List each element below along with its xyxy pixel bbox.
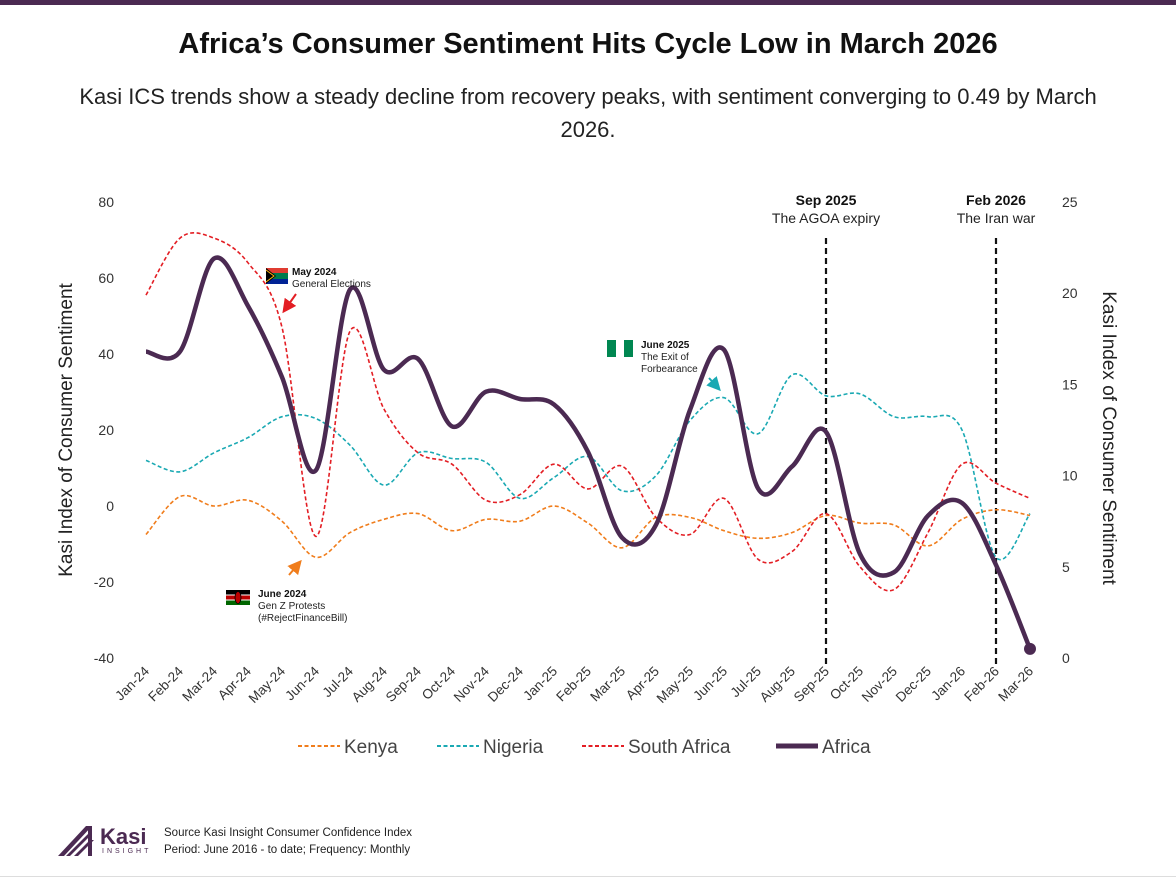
- x-tick-label: Mar-24: [179, 663, 220, 704]
- x-tick-label: Dec-24: [485, 663, 527, 705]
- annotation-text: The Exit of: [641, 352, 689, 363]
- left-axis: -40 -20 0 20 40 60 80: [94, 194, 114, 666]
- x-tick-label: Aug-24: [349, 663, 391, 705]
- annotation-text: (#RejectFinanceBill): [258, 613, 347, 624]
- annotation-title: June 2025: [641, 340, 690, 351]
- annotation-text: Gen Z Protests: [258, 601, 325, 612]
- legend-label: Kenya: [344, 737, 398, 758]
- y-tick-label: 80: [98, 194, 114, 210]
- y2-tick-label: 20: [1062, 285, 1078, 301]
- x-tick-label: Mar-25: [587, 664, 628, 705]
- x-tick-label: Feb-25: [553, 664, 594, 705]
- x-tick-label: Mar-26: [995, 664, 1036, 705]
- series-line-africa: [145, 255, 1033, 650]
- annotation-arrow: [706, 376, 721, 392]
- bottom-divider: [0, 876, 1176, 877]
- brand-name: Kasi: [100, 824, 147, 849]
- event-label: The Iran war: [957, 210, 1036, 226]
- series-layer: [145, 232, 1036, 655]
- y-tick-label: -40: [94, 650, 114, 666]
- annotation-june-2025: June 2025 The Exit of Forbearance: [607, 340, 721, 392]
- y2-tick-label: 0: [1062, 650, 1070, 666]
- kasi-logo-icon: [58, 826, 94, 856]
- chart-title: Africa’s Consumer Sentiment Hits Cycle L…: [178, 28, 998, 60]
- right-axis: 0 5 10 15 20 25: [1062, 194, 1078, 666]
- source-line: Source Kasi Insight Consumer Confidence …: [164, 827, 413, 839]
- annotation-text: Forbearance: [641, 364, 698, 375]
- legend-label: Nigeria: [483, 737, 544, 758]
- top-accent-bar: [0, 0, 1176, 5]
- annotation-arrow: [282, 293, 297, 314]
- x-tick-label: Aug-25: [757, 664, 798, 705]
- event-markers: Sep 2025 The AGOA expiry Feb 2026 The Iran …: [772, 192, 1036, 668]
- event-date: Sep 2025: [796, 192, 857, 208]
- y-tick-label: 20: [98, 422, 114, 438]
- legend-label: Africa: [822, 737, 871, 758]
- y-tick-label: 60: [98, 270, 114, 286]
- x-tick-label: Jan-24: [112, 663, 152, 703]
- y-tick-label: -20: [94, 574, 114, 590]
- y-tick-label: 40: [98, 346, 114, 362]
- x-tick-label: May-24: [246, 663, 289, 706]
- y2-tick-label: 5: [1062, 559, 1070, 575]
- chart-subtitle: Kasi ICS trends show a steady decline fr…: [79, 84, 1097, 142]
- source-note: Source Kasi Insight Consumer Confidence …: [164, 825, 412, 859]
- y2-tick-label: 15: [1062, 376, 1078, 392]
- brand-subtitle: INSIGHT: [102, 848, 152, 855]
- nigeria-flag-icon: [607, 340, 633, 357]
- annotation-title: May 2024: [292, 267, 337, 278]
- x-tick-label: Jun-25: [690, 664, 730, 704]
- legend: Kenya Nigeria South Africa Africa: [298, 737, 871, 758]
- series-line-south-africa: [145, 232, 1031, 592]
- x-tick-label: Dec-25: [893, 664, 934, 705]
- series-line-kenya: [145, 494, 1031, 559]
- event-date: Feb 2026: [966, 192, 1026, 208]
- annotation-june-2024: June 2024 Gen Z Protests (#RejectFinance…: [226, 559, 347, 624]
- kenya-flag-icon: [226, 590, 250, 605]
- annotation-text: General Elections: [292, 279, 371, 290]
- x-tick-label: Jun-24: [282, 663, 322, 703]
- annotation-title: June 2024: [258, 589, 307, 600]
- x-tick-label: Jan-26: [928, 664, 968, 704]
- period-line: Period: June 2016 - to date; Frequency: …: [164, 844, 411, 856]
- south-africa-flag-icon: [265, 268, 288, 284]
- x-tick-label: Feb-24: [145, 663, 186, 704]
- x-tick-label: Nov-25: [859, 664, 900, 705]
- y2-tick-label: 25: [1062, 194, 1078, 210]
- x-tick-label: Sep-25: [791, 664, 832, 705]
- y2-tick-label: 10: [1062, 468, 1078, 484]
- series-end-point: [1024, 642, 1036, 655]
- x-tick-label: May-25: [654, 664, 696, 706]
- y-axis-label: Kasi Index of Consumer Sentiment: [56, 282, 77, 576]
- legend-label: South Africa: [628, 737, 731, 758]
- x-tick-label: Feb-26: [961, 664, 1002, 705]
- x-axis: Jan-24Feb-24Mar-24Apr-24May-24Jun-24Jul-…: [112, 663, 1036, 706]
- x-tick-label: Sep-24: [383, 663, 425, 705]
- y2-axis-label: Kasi Index of Consumer Sentiment: [1098, 291, 1119, 585]
- series-line-nigeria: [145, 373, 1031, 561]
- y-tick-label: 0: [106, 498, 114, 514]
- event-label: The AGOA expiry: [772, 210, 880, 226]
- x-tick-label: Jan-25: [520, 664, 560, 704]
- x-tick-label: Nov-24: [451, 663, 493, 705]
- annotation-may-2024: May 2024 General Elections: [265, 267, 371, 314]
- annotation-arrow: [287, 559, 302, 576]
